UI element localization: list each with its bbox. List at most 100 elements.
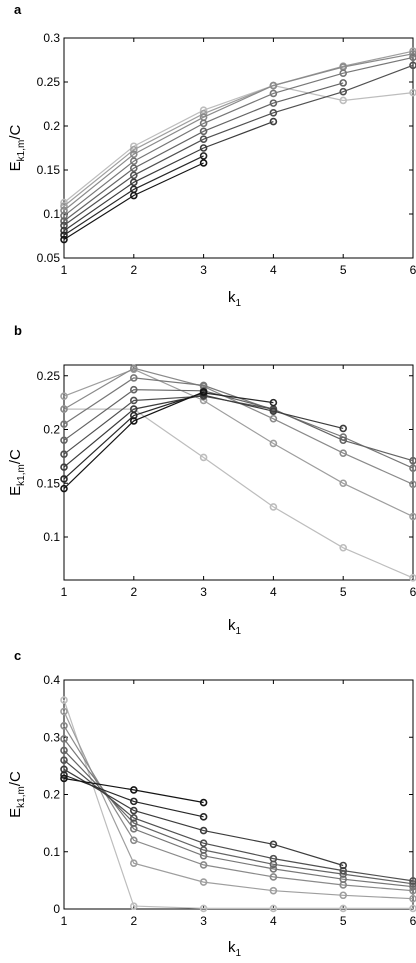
data-point <box>409 61 416 70</box>
data-point <box>60 202 68 210</box>
data-point <box>199 904 208 913</box>
data-point <box>60 405 68 413</box>
x-tick-label: 3 <box>200 914 207 928</box>
y-tick-label: 0.3 <box>43 730 60 744</box>
data-point <box>60 235 68 244</box>
data-point <box>339 424 348 433</box>
data-point <box>269 503 278 511</box>
data-point <box>130 806 138 815</box>
x-tick-label: 6 <box>410 263 416 277</box>
x-axis-title: k1 <box>228 617 242 637</box>
y-tick-label: 0.1 <box>43 207 60 221</box>
y-tick-label: 0.4 <box>43 673 60 687</box>
series-path <box>63 64 414 226</box>
data-point <box>269 117 278 126</box>
data-point <box>199 453 208 462</box>
data-point <box>269 840 278 849</box>
series-line-3 <box>60 364 416 489</box>
series-path <box>63 367 414 485</box>
x-tick-label: 5 <box>340 585 347 599</box>
y-tick-label: 0.15 <box>37 163 61 177</box>
series-line-7 <box>60 765 348 870</box>
data-point <box>339 866 348 875</box>
series-path <box>63 82 344 222</box>
series-path <box>63 699 413 910</box>
panel-letter-a: a <box>14 2 22 17</box>
data-point <box>130 786 138 794</box>
data-point <box>60 475 68 483</box>
series-path <box>63 711 414 900</box>
data-point <box>199 152 208 160</box>
y-tick-label: 0.15 <box>37 476 61 490</box>
series-path <box>63 53 414 211</box>
series-line-2 <box>60 365 416 521</box>
data-point <box>199 144 208 152</box>
panel-b: b 1 2 3 4 5 6 0.1 0.15 0.2 0.25 k1 Ek1,m/C <box>7 323 416 637</box>
data-point <box>60 746 68 755</box>
data-point <box>269 439 278 448</box>
data-point <box>409 574 416 582</box>
data-point <box>269 414 278 423</box>
series-line-1 <box>60 696 416 913</box>
x-tick-label: 4 <box>270 263 277 277</box>
series-line-9 <box>60 388 208 493</box>
y-tick-label: 0.2 <box>43 423 60 437</box>
data-point <box>269 398 278 407</box>
data-point <box>339 479 348 488</box>
data-point <box>60 735 68 743</box>
series-path <box>63 749 414 885</box>
data-point <box>409 50 416 58</box>
series-path <box>63 725 414 892</box>
series-path <box>63 391 204 490</box>
data-point <box>60 217 68 225</box>
y-tick-label: 0.25 <box>37 75 61 89</box>
data-point <box>60 484 68 493</box>
series-path <box>63 389 414 462</box>
data-point <box>60 774 68 783</box>
data-point <box>339 543 348 552</box>
data-point <box>199 388 208 396</box>
data-point <box>339 436 348 445</box>
data-point <box>269 109 278 117</box>
data-point <box>130 171 138 180</box>
series-line-1 <box>60 405 416 582</box>
data-point <box>409 53 416 62</box>
data-point <box>269 865 278 873</box>
data-point <box>60 721 68 730</box>
data-point <box>269 854 278 863</box>
data-point <box>339 891 348 900</box>
x-tick-label: 5 <box>340 263 347 277</box>
data-point <box>409 464 416 472</box>
data-point <box>339 79 348 87</box>
data-point <box>269 873 278 881</box>
y-tick-label: 0.05 <box>37 251 61 265</box>
data-point <box>130 157 138 165</box>
y-tick-label: 0.1 <box>43 845 60 859</box>
data-point <box>130 417 138 425</box>
data-point <box>409 877 416 885</box>
y-axis-title: Ek1,m/C <box>7 771 27 818</box>
series-line-2 <box>60 707 416 903</box>
series-path <box>63 84 414 204</box>
x-tick-label: 1 <box>61 585 68 599</box>
data-point <box>339 449 348 457</box>
data-point <box>130 859 138 868</box>
series-path <box>63 121 274 232</box>
data-point <box>130 385 138 394</box>
data-point <box>130 191 138 200</box>
y-tick-label: 0.2 <box>43 119 60 133</box>
series-line-7 <box>60 117 278 235</box>
data-point <box>60 231 68 239</box>
y-tick-label: 0.2 <box>43 788 60 802</box>
series-path <box>63 768 344 867</box>
x-tick-label: 2 <box>130 914 137 928</box>
data-point <box>339 87 348 96</box>
data-point <box>409 456 416 465</box>
x-tick-label: 6 <box>410 914 416 928</box>
y-tick-label: 0.3 <box>43 31 60 45</box>
data-point <box>199 159 208 167</box>
series-path <box>63 162 204 241</box>
data-point <box>60 450 68 459</box>
data-point <box>60 392 68 400</box>
